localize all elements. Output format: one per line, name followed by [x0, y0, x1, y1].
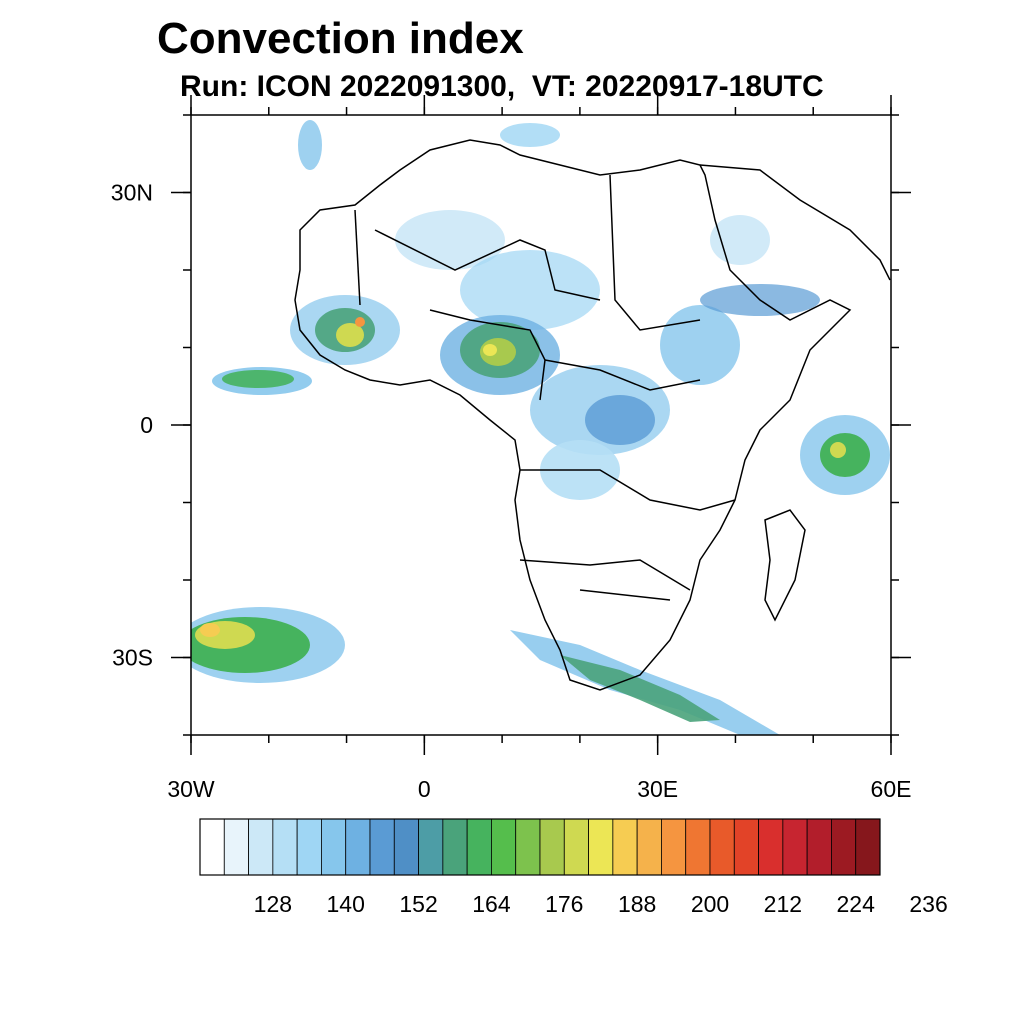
colorbar: 128 140 152 164 176 188 200 212 224 236: [199, 818, 948, 917]
colorbar-swatch: [831, 818, 857, 876]
lon-tick-label: 60E: [871, 776, 912, 802]
colorbar-swatch: [296, 818, 322, 876]
colorbar-swatch: [636, 818, 662, 876]
colorbar-swatch: [466, 818, 492, 876]
colorbar-swatch: [709, 818, 735, 876]
colorbar-swatch: [248, 818, 274, 876]
colorbar-swatch: [442, 818, 468, 876]
colorbar-frame: [199, 818, 881, 876]
map-subtitle: Run: ICON 2022091300, VT: 20220917-18UTC: [180, 70, 824, 103]
colorbar-label: 176: [545, 891, 583, 917]
colorbar-swatch: [321, 818, 347, 876]
lat-tick-label: 30N: [111, 180, 153, 206]
colorbar-label: 152: [399, 891, 437, 917]
colorbar-swatch: [758, 818, 784, 876]
lon-tick-label: 30E: [637, 776, 678, 802]
colorbar-swatch: [855, 818, 881, 876]
colorbar-swatch: [806, 818, 832, 876]
colorbar-swatch: [588, 818, 614, 876]
colorbar-swatch: [223, 818, 249, 876]
map-ticks: 30W 0 30E 60E 30N 0 30S: [111, 95, 912, 802]
colorbar-swatch: [539, 818, 565, 876]
colorbar-swatch: [685, 818, 711, 876]
colorbar-swatch: [782, 818, 808, 876]
map-title: Convection index: [157, 14, 524, 63]
colorbar-swatch: [491, 818, 517, 876]
colorbar-label: 200: [691, 891, 729, 917]
colorbar-label: 140: [327, 891, 365, 917]
colorbar-swatch: [515, 818, 541, 876]
lon-tick-label: 0: [418, 776, 431, 802]
lat-tick-label: 0: [140, 412, 153, 438]
coastline-outlines: [294, 139, 891, 691]
lon-tick-label: 30W: [167, 776, 215, 802]
colorbar-swatch: [199, 818, 225, 876]
colorbar-label: 188: [618, 891, 656, 917]
colorbar-label: 224: [837, 891, 876, 917]
colorbar-swatch: [272, 818, 298, 876]
colorbar-swatch: [393, 818, 419, 876]
colorbar-swatch: [661, 818, 687, 876]
colorbar-swatch: [369, 818, 395, 876]
lat-tick-label: 30S: [112, 645, 153, 671]
convection-field: [191, 120, 890, 735]
colorbar-swatch: [418, 818, 444, 876]
colorbar-swatch: [612, 818, 638, 876]
colorbar-swatch: [345, 818, 371, 876]
colorbar-label: 128: [254, 891, 292, 917]
colorbar-label: 212: [764, 891, 802, 917]
colorbar-label: 164: [472, 891, 511, 917]
colorbar-swatch: [733, 818, 759, 876]
colorbar-label: 236: [909, 891, 947, 917]
colorbar-swatch: [563, 818, 589, 876]
